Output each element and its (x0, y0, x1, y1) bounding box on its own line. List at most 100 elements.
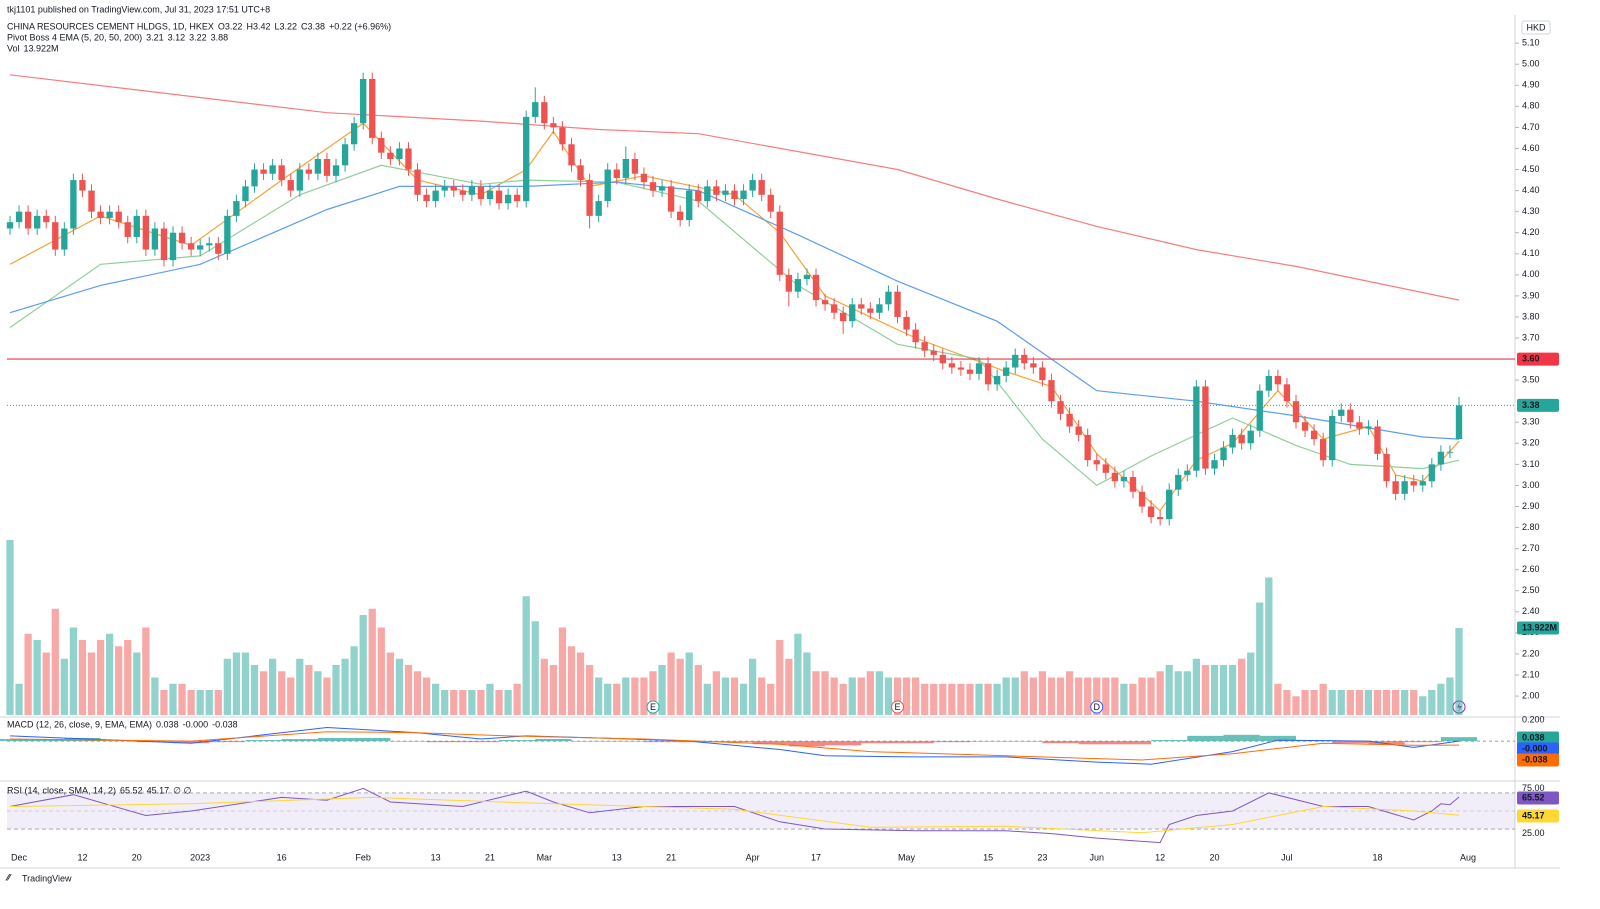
volume-bar (785, 658, 793, 715)
candle-body (1193, 386, 1200, 471)
candle-body (785, 274, 793, 292)
y-tick-label: 2.20 (1522, 648, 1540, 658)
macd-signal-label: -0.038 (1522, 754, 1548, 764)
candle-body (649, 182, 657, 191)
candle-body (332, 165, 340, 176)
volume-bar (359, 615, 367, 715)
volume-bar (893, 677, 902, 715)
volume-bar (1138, 677, 1146, 715)
macd-histogram-bar (607, 741, 644, 742)
volume-bar (767, 683, 775, 715)
volume-bar (676, 658, 684, 715)
candle-body (532, 102, 539, 117)
candle-body (296, 169, 303, 191)
rsi-legend-extra: ∅ ∅ (173, 785, 191, 795)
event-icon[interactable] (646, 700, 660, 714)
volume-bar (730, 677, 739, 715)
candle-body (1310, 430, 1318, 440)
volume-bar (712, 671, 721, 715)
candle-body (1329, 415, 1336, 461)
volume-bar (78, 640, 87, 715)
candle-body (1401, 481, 1408, 494)
candle-body (387, 152, 394, 159)
volume-bar (748, 658, 757, 715)
volume-bar (1192, 658, 1200, 715)
macd-line-label-box (1517, 742, 1559, 756)
volume-bar (567, 646, 576, 715)
logo-mark: ⁄⁄ (5, 872, 13, 882)
volume-bar (1029, 677, 1037, 715)
candle-body (984, 363, 992, 385)
volume-bar (1382, 690, 1391, 715)
candle-body (948, 363, 956, 368)
quote-key: C (301, 21, 308, 31)
candle-body (876, 304, 883, 313)
rsi-legend: RSI (14, close, SMA, 14, 2) (7, 785, 116, 795)
candle-body (124, 222, 131, 237)
volume-bar (241, 652, 250, 715)
candle-body (1446, 451, 1454, 453)
rsi-tick-label: 25.00 (1522, 828, 1545, 838)
volume-label-box (1517, 621, 1559, 635)
volume-bar (522, 596, 530, 715)
volume-bar (1337, 690, 1345, 715)
macd-histogram-bar (1440, 737, 1478, 742)
volume-bar (1120, 683, 1128, 715)
candle-body (704, 186, 711, 202)
candle-body (323, 159, 331, 176)
y-tick-label: 4.90 (1522, 80, 1540, 90)
candle-body (740, 190, 747, 200)
macd-histogram-bar (317, 737, 355, 742)
volume-bar (1174, 671, 1182, 715)
candle-body (676, 211, 684, 221)
x-tick-label: 12 (1155, 852, 1165, 862)
candle-body (867, 308, 874, 313)
macd-histogram-bar (1078, 741, 1115, 745)
volume-bar (631, 677, 639, 715)
volume-bar (794, 633, 802, 715)
candle-body (477, 186, 485, 200)
macd-histogram-bar (933, 741, 970, 743)
volume-bar (1056, 677, 1065, 715)
macd-histogram-bar (1151, 740, 1188, 742)
volume-bar (368, 608, 376, 715)
candle-body (251, 169, 258, 187)
volume-bar (87, 652, 96, 715)
volume-bar (1419, 696, 1427, 715)
macd-legend-value: -0.038 (212, 719, 238, 729)
event-icon[interactable] (1090, 700, 1104, 714)
macd-histogram-bar (462, 741, 500, 743)
macd-histogram-bar (426, 741, 463, 743)
volume-bar (1093, 677, 1101, 715)
volume-bar (930, 683, 938, 715)
y-tick-label: 2.40 (1522, 606, 1540, 616)
y-tick-label: 4.00 (1522, 269, 1540, 279)
rsi-tick-label: 75.00 (1522, 783, 1545, 793)
candle-body (1238, 434, 1245, 444)
y-tick-label: 2.70 (1522, 543, 1540, 553)
volume-bar (1147, 677, 1155, 715)
volume-bar (1247, 652, 1255, 715)
volume-bar (269, 658, 277, 715)
candle-body (613, 169, 620, 178)
event-icon[interactable] (891, 700, 905, 714)
candle-body (1229, 434, 1236, 448)
volume-bar (1210, 665, 1219, 715)
volume-bar (468, 690, 476, 715)
last-price-label: 3.38 (1522, 400, 1540, 410)
volume-bar (984, 683, 992, 715)
volume-bar (441, 690, 449, 715)
candle-body (776, 211, 783, 275)
volume-bar (776, 640, 784, 715)
candle-body (993, 375, 1001, 385)
candle-body (1111, 472, 1119, 482)
volume-bar (115, 646, 123, 715)
volume-bar (975, 683, 983, 715)
candle-body (495, 190, 503, 204)
volume-bar (259, 671, 268, 715)
volume-bar (1455, 627, 1463, 715)
volume-bar (133, 652, 141, 715)
rsi-value-label-box (1517, 791, 1559, 805)
y-tick-label: 4.80 (1522, 101, 1540, 111)
